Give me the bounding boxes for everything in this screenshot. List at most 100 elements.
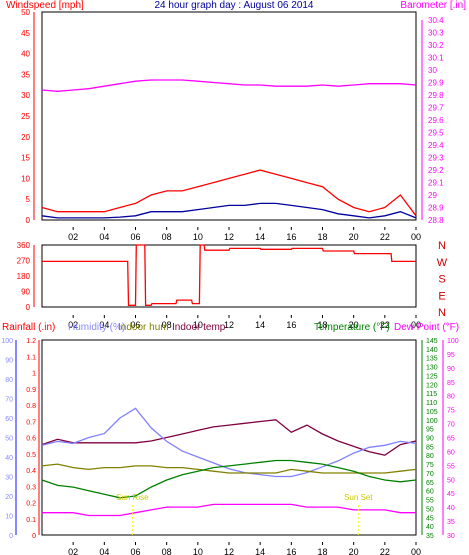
dewpoint-y-tick: 40 bbox=[447, 505, 455, 512]
humidity-y-tick: 40 bbox=[5, 455, 13, 462]
wind-y-tick: 40 bbox=[21, 50, 30, 59]
barometer-y-tick: 29.1 bbox=[428, 179, 444, 188]
indoor-temp-line bbox=[41, 419, 417, 456]
wind-x-tick: 04 bbox=[99, 232, 109, 242]
weather-x-tick: 16 bbox=[286, 547, 296, 555]
dewpoint-y-tick: 100 bbox=[447, 338, 459, 345]
direction-x-tick: 18 bbox=[317, 320, 327, 330]
sun-annotation: Sun Set bbox=[344, 493, 373, 502]
compass-tick: N bbox=[438, 240, 446, 252]
temperature-y-tick: 105 bbox=[426, 409, 438, 416]
weather-x-tick: 06 bbox=[130, 547, 140, 555]
dewpoint-y-tick: 90 bbox=[447, 366, 455, 373]
compass-tick: E bbox=[438, 290, 445, 302]
barometer-y-tick: 30.3 bbox=[428, 29, 444, 38]
wind-x-tick: 06 bbox=[130, 232, 140, 242]
humidity-y-tick: 90 bbox=[5, 358, 13, 365]
barometer-y-tick: 29.7 bbox=[428, 104, 444, 113]
temperature-y-tick: 45 bbox=[426, 515, 434, 522]
temperature-y-tick: 120 bbox=[426, 382, 438, 389]
rainfall-y-tick: 1.2 bbox=[26, 338, 36, 345]
rainfall-y-tick: 0.9 bbox=[26, 387, 36, 394]
wind-y-tick: 45 bbox=[21, 29, 30, 38]
dew-point-line bbox=[42, 503, 416, 517]
weather-x-tick: 10 bbox=[193, 547, 203, 555]
barometer-y-tick: 29.5 bbox=[428, 129, 444, 138]
direction-x-tick: 20 bbox=[349, 320, 359, 330]
direction-x-tick: 22 bbox=[380, 320, 390, 330]
rainfall-y-tick: 0.4 bbox=[26, 468, 36, 475]
wind-y-tick: 15 bbox=[21, 154, 30, 163]
barometer-y-tick: 30.2 bbox=[428, 41, 444, 50]
temperature-y-tick: 35 bbox=[426, 533, 434, 540]
weather-x-tick: 02 bbox=[68, 547, 78, 555]
direction-x-tick: 06 bbox=[130, 320, 140, 330]
humidity-y-tick: 60 bbox=[5, 416, 13, 423]
dewpoint-y-tick: 35 bbox=[447, 519, 455, 526]
legend-label: Humidity (%) bbox=[68, 322, 125, 333]
temperature-y-tick: 110 bbox=[426, 400, 437, 407]
barometer-y-tick: 29.9 bbox=[428, 79, 444, 88]
legend-label: Rainfall (.in) bbox=[2, 322, 55, 333]
legend-label: Temperature (°F) bbox=[314, 322, 390, 333]
barometer-y-tick: 29.8 bbox=[428, 91, 444, 100]
weather-plot-frame bbox=[41, 339, 417, 536]
dewpoint-y-tick: 60 bbox=[447, 449, 455, 456]
compass-tick: S bbox=[438, 274, 445, 286]
temperature-y-tick: 40 bbox=[426, 524, 434, 531]
rainfall-y-tick: 0.1 bbox=[26, 517, 36, 524]
direction-x-tick: 16 bbox=[286, 320, 296, 330]
dewpoint-y-tick: 30 bbox=[447, 533, 455, 540]
dewpoint-y-tick: 80 bbox=[447, 394, 455, 401]
direction-y-tick: 0 bbox=[26, 303, 31, 312]
rainfall-y-tick: 1.1 bbox=[26, 354, 36, 361]
compass-tick: N bbox=[438, 307, 446, 319]
weather-x-tick: 08 bbox=[162, 547, 172, 555]
wind-gust-line bbox=[41, 169, 417, 217]
temperature-y-tick: 140 bbox=[426, 347, 438, 354]
weather-x-tick: 12 bbox=[224, 547, 234, 555]
wind-x-tick: 22 bbox=[380, 232, 390, 242]
direction-y-tick: 360 bbox=[17, 241, 31, 250]
barometer-y-tick: 30 bbox=[428, 66, 437, 75]
direction-y-tick: 180 bbox=[17, 272, 31, 281]
direction-y-tick: 90 bbox=[21, 288, 30, 297]
direction-x-tick: 08 bbox=[162, 320, 172, 330]
barometer-y-tick: 29.2 bbox=[428, 166, 444, 175]
temperature-y-tick: 100 bbox=[426, 418, 438, 425]
dewpoint-y-tick: 50 bbox=[447, 477, 455, 484]
direction-x-tick: 14 bbox=[255, 320, 265, 330]
barometer-y-tick: 29.4 bbox=[428, 141, 444, 150]
temperature-y-tick: 125 bbox=[426, 373, 438, 380]
wind-x-tick: 08 bbox=[162, 232, 172, 242]
direction-x-tick: 02 bbox=[68, 320, 78, 330]
barometer-y-tick: 29 bbox=[428, 191, 437, 200]
weather-x-tick: 00 bbox=[411, 547, 421, 555]
rainfall-y-tick: 0 bbox=[32, 533, 36, 540]
temperature-y-tick: 75 bbox=[426, 462, 434, 469]
temperature-line bbox=[41, 459, 417, 499]
wind-x-tick: 16 bbox=[286, 232, 296, 242]
direction-x-tick: 10 bbox=[193, 320, 203, 330]
temperature-y-tick: 55 bbox=[426, 498, 434, 505]
humidity-y-tick: 10 bbox=[5, 514, 13, 521]
indoor-humidity-line bbox=[41, 463, 417, 474]
wind-x-tick: 00 bbox=[411, 232, 421, 242]
temperature-y-tick: 60 bbox=[426, 489, 434, 496]
wind-y-tick: 35 bbox=[21, 70, 30, 79]
direction-x-tick: 04 bbox=[99, 320, 109, 330]
barometer-axis-label: Barometer [.in] bbox=[400, 0, 466, 11]
barometer-y-tick: 29.3 bbox=[428, 154, 444, 163]
rainfall-y-tick: 0.7 bbox=[26, 419, 36, 426]
wind-y-tick: 30 bbox=[21, 91, 30, 100]
dewpoint-y-tick: 65 bbox=[447, 436, 455, 443]
direction-x-tick: 12 bbox=[224, 320, 234, 330]
barometer-line bbox=[41, 79, 417, 92]
weather-x-tick: 04 bbox=[99, 547, 109, 555]
wind-x-tick: 12 bbox=[224, 232, 234, 242]
wind-axis-label: Windspeed [mph] bbox=[6, 0, 84, 11]
legend-label: Indoor hum bbox=[118, 322, 169, 333]
wind-x-tick: 10 bbox=[193, 232, 203, 242]
